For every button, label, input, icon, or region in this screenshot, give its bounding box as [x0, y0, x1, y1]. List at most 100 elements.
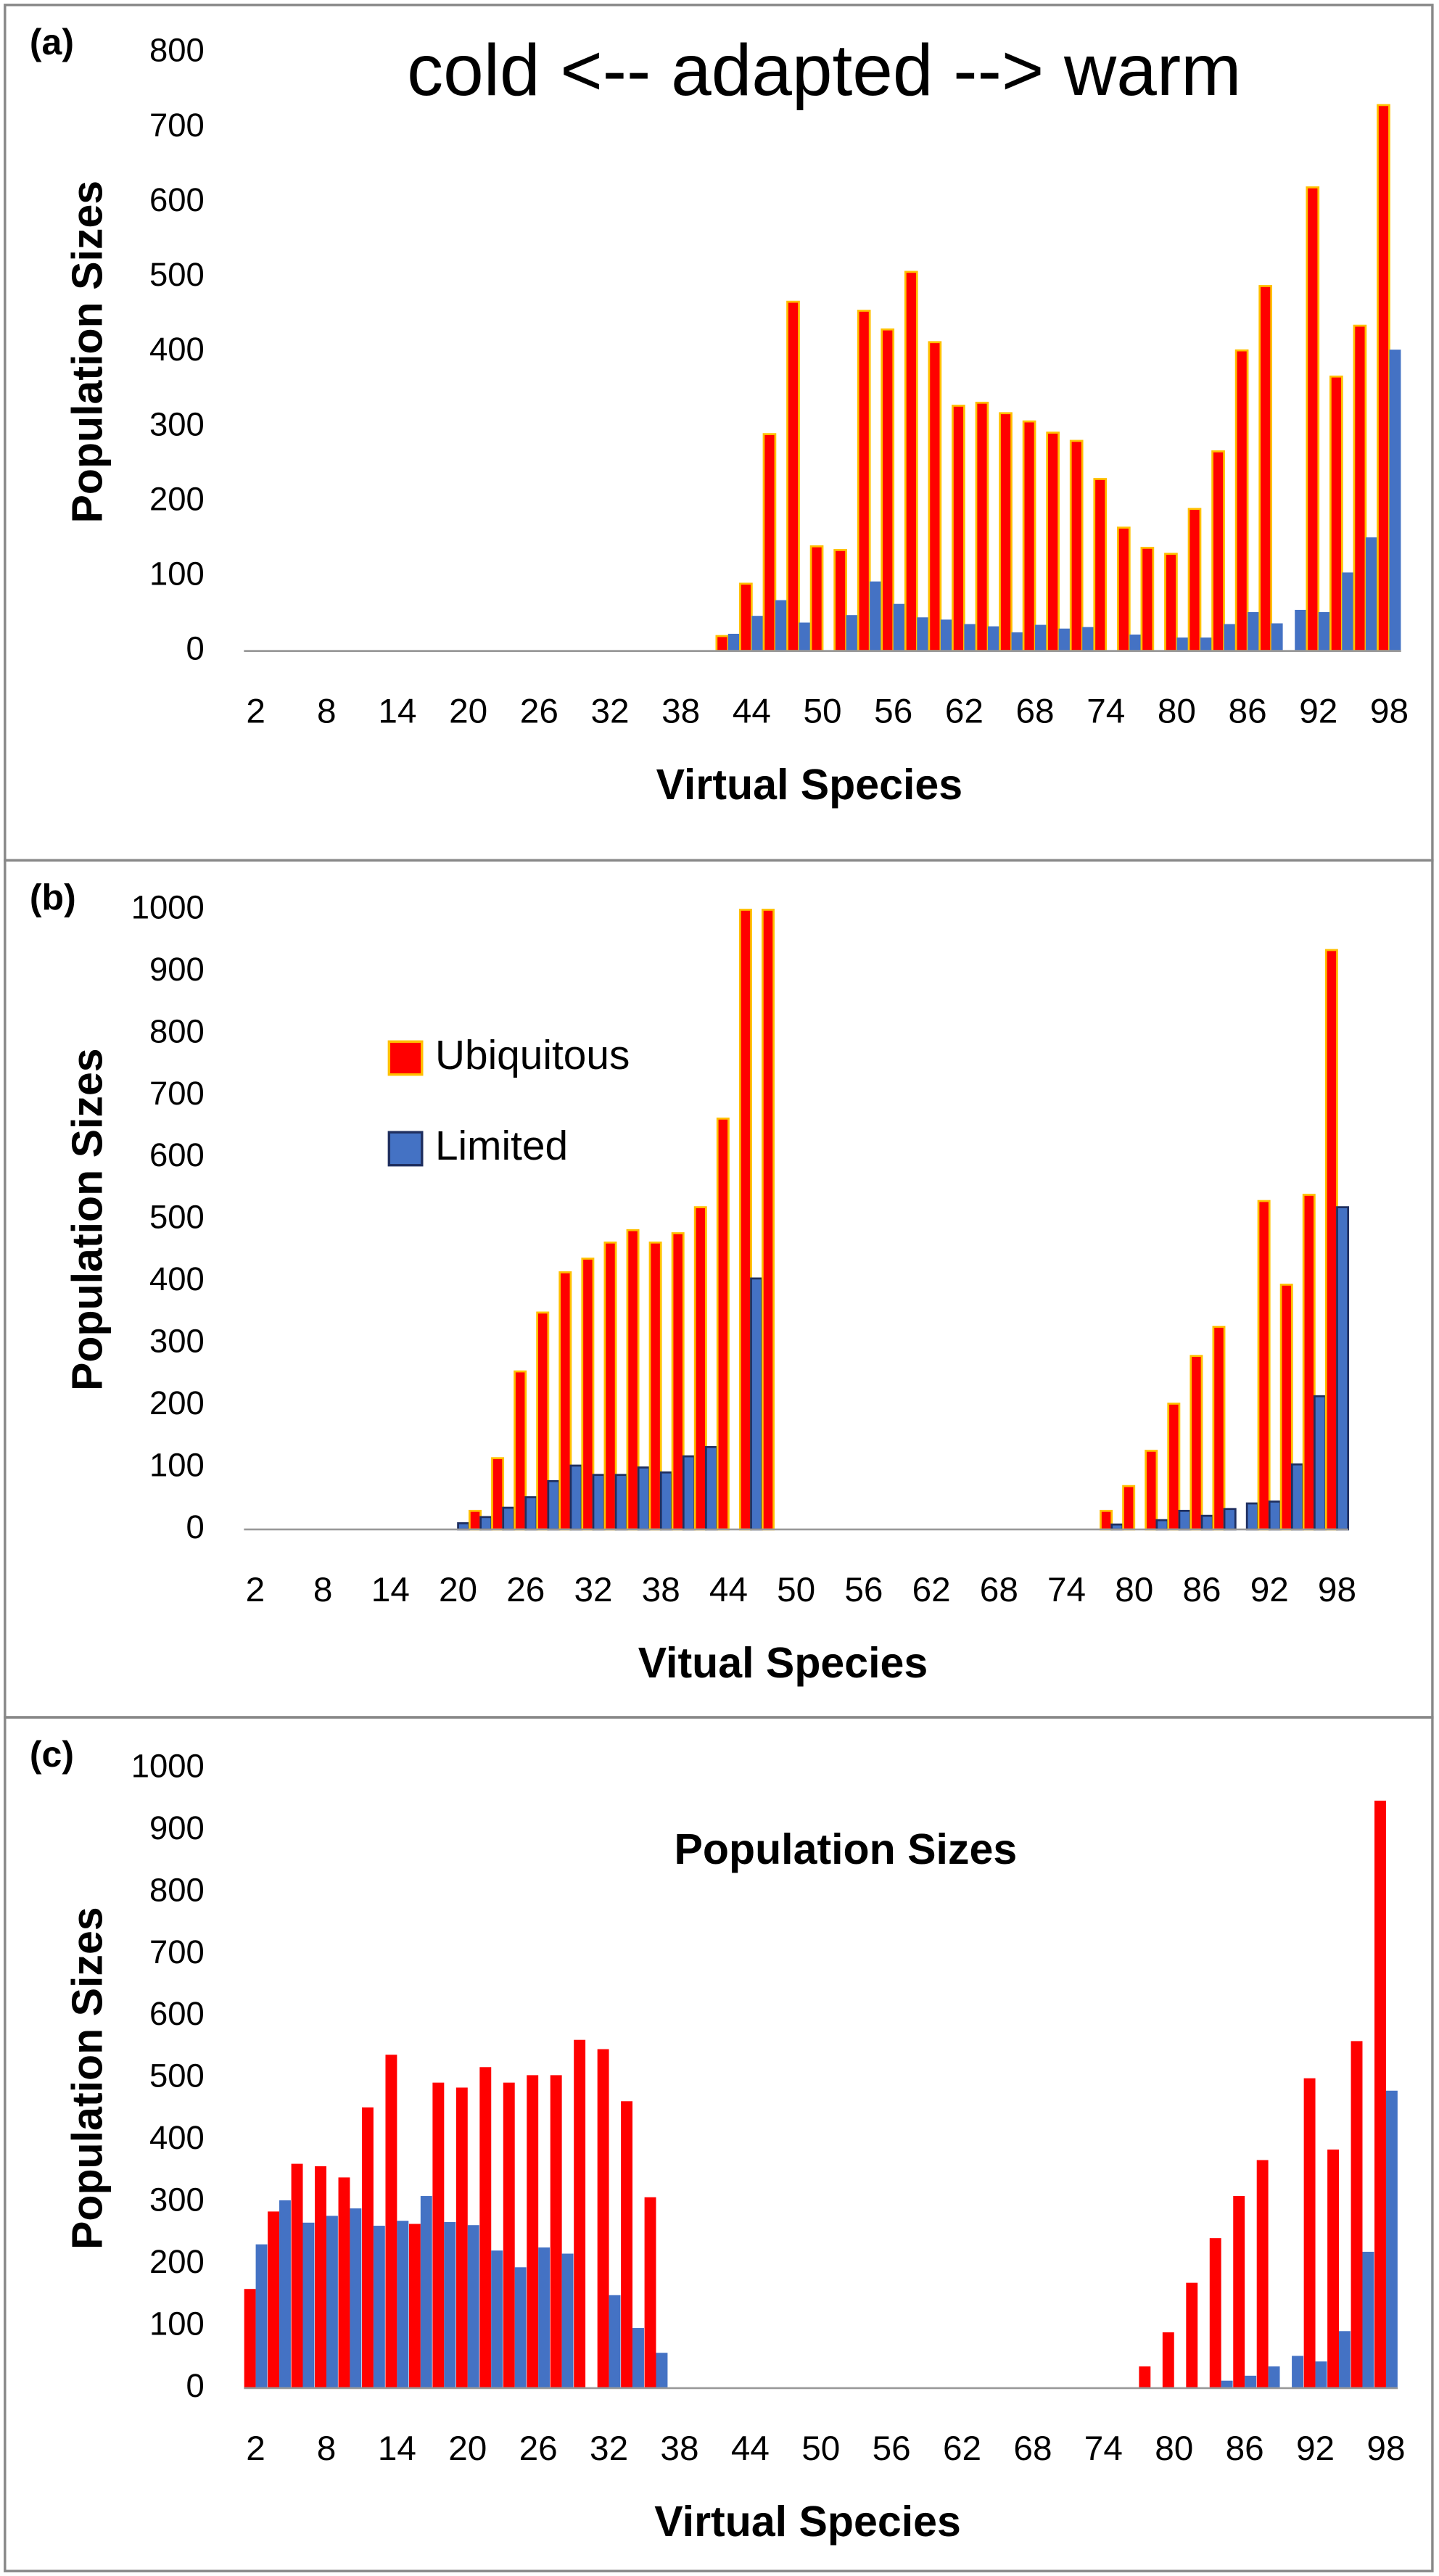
bar [1140, 546, 1155, 653]
y-tick-label: 500 [149, 256, 205, 293]
bar [558, 1271, 572, 1531]
bar [444, 2221, 456, 2388]
bar [536, 1311, 550, 1531]
bar [469, 1509, 482, 1531]
bar [1257, 1200, 1271, 1531]
x-tick-label: 56 [844, 1571, 883, 1609]
bar [648, 1241, 662, 1531]
x-tick-label: 14 [378, 2430, 416, 2468]
bar [1324, 949, 1338, 1531]
bar [952, 405, 965, 653]
bar [751, 616, 764, 651]
bar [581, 1258, 595, 1531]
bar [609, 2295, 621, 2388]
bar [637, 1466, 651, 1531]
x-tick-label: 38 [660, 2430, 698, 2468]
bar [1302, 1194, 1316, 1531]
x-tick-label: 50 [801, 2430, 840, 2468]
x-tick-label: 74 [1047, 1571, 1086, 1609]
bar [1248, 612, 1260, 651]
bar [1306, 186, 1320, 653]
bar [762, 909, 775, 1531]
bar [597, 2049, 609, 2388]
bar [1082, 627, 1094, 651]
y-tick-label: 100 [149, 1446, 205, 1483]
bar [1315, 2361, 1327, 2388]
x-tick-label: 86 [1182, 1571, 1221, 1609]
bar [1223, 1508, 1237, 1531]
y-tick-label: 600 [149, 1136, 205, 1173]
bar [561, 2253, 574, 2388]
bar [397, 2221, 409, 2388]
y-tick-label: 900 [149, 1809, 205, 1846]
bar [1129, 634, 1142, 651]
x-tick-label: 92 [1250, 1571, 1289, 1609]
legend-label: Limited [435, 1123, 568, 1169]
bar [1046, 432, 1060, 653]
x-tick-label: 20 [439, 1571, 477, 1609]
bar [1234, 349, 1249, 653]
bar [632, 2328, 644, 2388]
legend-label: Ubiquitous [435, 1033, 630, 1078]
panel-label: (a) [30, 22, 74, 62]
y-axis-label: Population Sizes [64, 1048, 112, 1391]
bar [1268, 2366, 1280, 2388]
y-axis-label: Population Sizes [64, 1907, 112, 2250]
x-axis-label: Vitual Species [638, 1639, 928, 1687]
bar [1093, 478, 1108, 653]
bar [514, 1370, 527, 1531]
bar [1342, 572, 1354, 651]
x-tick-label: 26 [519, 2430, 558, 2468]
bar [1200, 637, 1212, 651]
bar [1385, 2090, 1398, 2388]
bar [1100, 1509, 1113, 1531]
bar [315, 2166, 326, 2388]
y-tick-label: 0 [186, 2367, 205, 2404]
panel-border [4, 1716, 1434, 2572]
y-axis-label: Population Sizes [64, 181, 112, 524]
bar [1035, 624, 1047, 651]
x-tick-label: 56 [874, 693, 912, 731]
y-tick-label: 500 [149, 2057, 205, 2094]
x-tick-label: 86 [1226, 2430, 1264, 2468]
bar [302, 2222, 315, 2388]
y-tick-label: 800 [149, 1012, 205, 1049]
panel-label: (c) [30, 1734, 74, 1775]
legend-swatch [387, 1131, 424, 1167]
bar [614, 1474, 628, 1531]
bar [491, 2250, 503, 2388]
bar [550, 2075, 562, 2388]
x-tick-label: 68 [980, 1571, 1018, 1609]
x-tick-label: 32 [574, 1571, 612, 1609]
bar [964, 624, 976, 651]
bar [385, 2055, 397, 2388]
x-tick-label: 20 [449, 693, 487, 731]
bar [1389, 350, 1401, 651]
bar [574, 2039, 586, 2388]
y-tick-label: 700 [149, 1933, 205, 1970]
bar [538, 2247, 551, 2388]
x-axis-label: Virtual Species [656, 761, 963, 809]
x-tick-label: 44 [709, 1571, 748, 1609]
bar [527, 2075, 539, 2388]
x-tick-label: 50 [803, 693, 841, 731]
y-tick-label: 700 [149, 107, 205, 144]
bar [291, 2163, 303, 2388]
bar [1329, 375, 1343, 653]
bar [750, 1277, 764, 1531]
bar [326, 2216, 338, 2388]
bar [592, 1474, 606, 1531]
bar [987, 626, 999, 651]
bar [881, 328, 895, 653]
bar [1224, 624, 1236, 651]
bar [603, 1241, 617, 1531]
bar [716, 1118, 730, 1531]
y-tick-label: 400 [149, 2119, 205, 2156]
x-tick-label: 20 [448, 2430, 487, 2468]
x-tick-label: 92 [1299, 693, 1337, 731]
y-tick-label: 1000 [131, 1747, 205, 1784]
y-tick-label: 900 [149, 951, 205, 988]
x-tick-label: 32 [590, 693, 629, 731]
bar [1155, 1519, 1169, 1531]
